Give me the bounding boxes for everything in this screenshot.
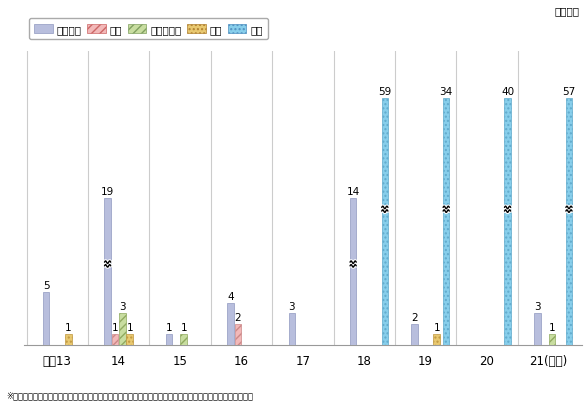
Text: 57: 57 [562,87,576,97]
Bar [411,324,418,345]
Text: 単位：件: 単位：件 [554,6,579,16]
Text: 14: 14 [346,186,360,196]
Bar [505,99,511,345]
Bar [119,314,126,345]
Bar [43,293,49,345]
Legend: あっせん, 仲裁, 諮問・答申, 勧告, 相談: あっせん, 仲裁, 諮問・答申, 勧告, 相談 [29,19,268,40]
Bar [566,99,572,345]
Bar [166,334,172,345]
Text: ※　相談件数は、８年度以降のもののみ集計。同一案件に係る複数回の相談（電話・メール・来訪等）を含む: ※ 相談件数は、８年度以降のもののみ集計。同一案件に係る複数回の相談（電話・メー… [6,390,253,399]
Bar [126,334,133,345]
Bar [112,334,118,345]
Bar [181,334,187,345]
Bar [65,334,72,345]
Text: 2: 2 [411,312,418,322]
Text: 3: 3 [119,302,126,312]
Bar [235,324,241,345]
Bar [382,99,388,345]
Text: 1: 1 [65,322,72,332]
Bar [289,314,295,345]
Text: 34: 34 [440,87,453,97]
Text: 3: 3 [534,302,540,312]
Text: 3: 3 [289,302,295,312]
Text: 1: 1 [126,322,133,332]
Text: 4: 4 [227,291,233,301]
Text: 59: 59 [378,87,392,97]
Text: 1: 1 [433,322,440,332]
Text: 2: 2 [235,312,241,322]
Bar [433,334,440,345]
Text: 1: 1 [112,322,118,332]
Bar [105,198,111,345]
Bar [549,334,555,345]
Text: 40: 40 [501,87,514,97]
Bar [443,99,449,345]
Bar [227,303,233,345]
Text: 1: 1 [166,322,172,332]
Bar [350,198,356,345]
Bar [534,314,540,345]
Text: 1: 1 [181,322,187,332]
Text: 19: 19 [101,186,114,196]
Text: 5: 5 [43,281,49,290]
Text: 1: 1 [549,322,555,332]
